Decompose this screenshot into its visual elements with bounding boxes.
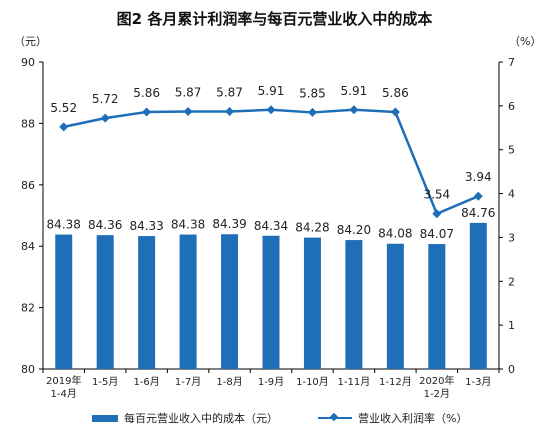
margin-point [390,107,400,117]
legend-item-cost: 每百元营业收入中的成本（元） [92,410,278,426]
chart-title: 图2 各月累计利润率与每百元营业收入中的成本 [116,10,433,28]
right-axis-tick-label: 2 [508,275,515,288]
margin-value-label: 5.52 [50,101,77,115]
margin-value-label: 5.91 [341,84,368,98]
bar-value-label: 84.34 [254,219,288,233]
x-axis-category-label: 1-11月 [338,376,371,388]
x-axis-category-label: 1-12月 [379,376,412,388]
margin-value-label: 3.54 [423,188,450,202]
bar-cost [303,237,321,369]
right-axis-tick-label: 3 [508,231,515,244]
left-axis-tick-label: 80 [21,363,35,376]
margin-point [225,107,235,117]
margin-point [59,122,69,132]
bar-cost [221,234,239,369]
margin-point [473,191,483,201]
bar-cost [428,244,446,369]
bar-value-label: 84.08 [378,227,412,241]
bar-value-label: 84.33 [129,219,163,233]
x-axis-category-label: 1-5月 [92,376,118,388]
bar-cost [345,240,363,369]
right-axis-tick-label: 6 [508,100,515,113]
x-axis-category-label: 1-4月 [51,388,77,400]
right-axis-tick-label: 1 [508,319,515,332]
right-axis-unit: （%） [509,35,542,48]
margin-point [100,113,110,123]
bar-value-label: 84.20 [337,223,371,237]
margin-value-label: 5.87 [175,86,202,100]
right-axis-tick-label: 0 [508,363,515,376]
bar-value-label: 84.39 [212,217,246,231]
margin-value-label: 5.86 [133,86,160,100]
margin-value-label: 5.86 [382,86,409,100]
bar-cost [55,234,73,369]
x-axis-category-label: 2020年 [419,374,454,387]
margin-line [63,108,479,215]
margin-value-label: 5.85 [299,86,326,100]
margin-point [432,209,442,219]
x-axis-category-label: 2019年 [46,374,81,387]
margin-point [266,105,276,115]
margin-value-label: 3.94 [465,170,492,184]
x-axis-category-label: 1-9月 [258,376,284,388]
legend-line-swatch [318,413,352,423]
margin-value-label: 5.87 [216,86,243,100]
bar-value-label: 84.38 [171,218,205,232]
left-axis-tick-label: 90 [21,56,35,69]
right-axis-tick-label: 4 [508,188,515,201]
margin-value-label: 5.72 [92,92,119,106]
bar-value-label: 84.38 [47,218,81,232]
bar-cost [262,235,280,369]
bar-cost [96,235,114,369]
right-axis-tick-label: 7 [508,56,515,69]
bar-value-label: 84.36 [88,218,122,232]
left-axis-tick-label: 82 [21,302,35,315]
x-axis-category-label: 1-6月 [133,376,159,388]
margin-value-label: 5.91 [258,84,285,98]
bar-value-label: 84.28 [295,221,329,235]
legend-item-margin: 营业收入利润率（%） [318,410,467,426]
x-axis-category-label: 1-8月 [216,376,242,388]
x-axis-category-label: 1-2月 [424,388,450,400]
legend-label-margin: 营业收入利润率（%） [358,412,468,425]
chart-legend: 每百元营业收入中的成本（元） 营业收入利润率（%） [0,407,549,429]
bar-cost [386,243,404,369]
x-axis-category-label: 1-7月 [175,376,201,388]
bar-cost [138,236,156,369]
bar-value-label: 84.76 [461,206,495,220]
margin-point [142,107,152,117]
left-axis-unit: （元） [14,35,47,48]
x-axis-category-label: 1-10月 [296,376,329,388]
margin-point [307,107,317,117]
left-axis-tick-label: 88 [21,117,35,130]
bar-cost [179,234,197,369]
right-axis-tick-label: 5 [508,144,515,157]
legend-bar-swatch [92,414,118,422]
legend-label-cost: 每百元营业收入中的成本（元） [124,412,278,425]
x-axis-category-label: 1-3月 [465,376,491,388]
left-axis-tick-label: 86 [21,179,35,192]
margin-point [349,105,359,115]
bar-cost [469,222,487,369]
left-axis-tick-label: 84 [21,240,35,253]
bar-value-label: 84.07 [420,227,454,241]
margin-point [183,107,193,117]
